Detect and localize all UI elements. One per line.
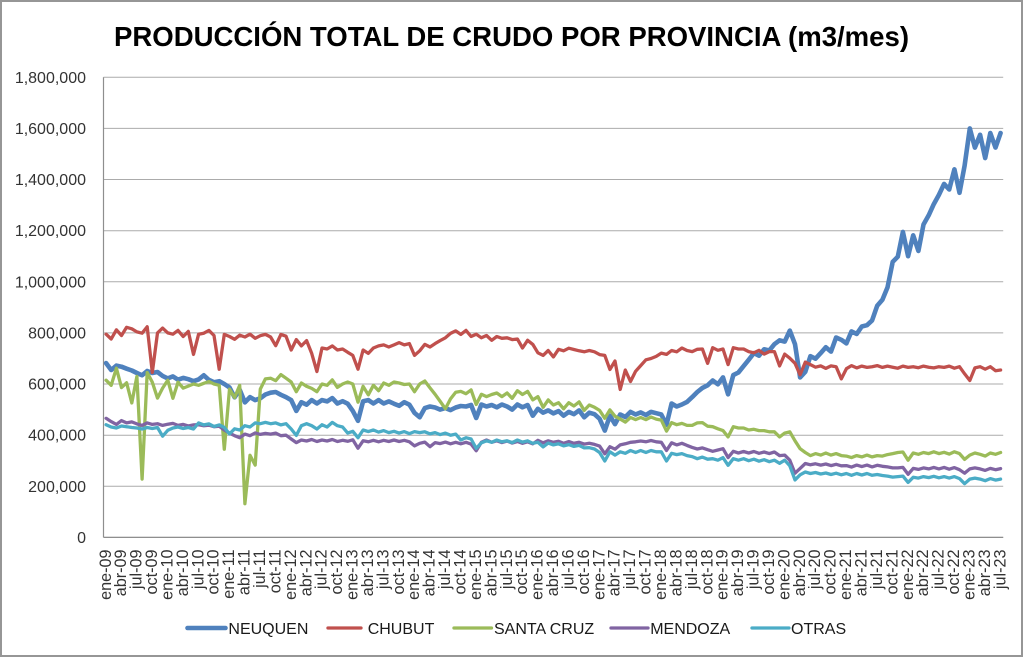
svg-text:abr-16: abr-16 bbox=[544, 550, 562, 597]
svg-text:oct-12: oct-12 bbox=[328, 550, 346, 595]
svg-text:MENDOZA: MENDOZA bbox=[650, 621, 730, 638]
svg-text:abr-18: abr-18 bbox=[667, 550, 685, 597]
svg-text:abr-10: abr-10 bbox=[174, 550, 192, 597]
svg-text:abr-11: abr-11 bbox=[236, 550, 254, 596]
svg-text:jul-11: jul-11 bbox=[251, 550, 269, 589]
svg-text:600,000: 600,000 bbox=[28, 377, 86, 394]
svg-text:ene-10: ene-10 bbox=[159, 550, 177, 600]
svg-text:jul-14: jul-14 bbox=[436, 550, 454, 591]
svg-text:oct-14: oct-14 bbox=[452, 550, 470, 595]
svg-text:jul-19: jul-19 bbox=[745, 550, 763, 591]
svg-text:abr-12: abr-12 bbox=[297, 550, 315, 597]
svg-text:jul-16: jul-16 bbox=[560, 550, 578, 591]
svg-text:200,000: 200,000 bbox=[28, 479, 86, 496]
svg-text:1,000,000: 1,000,000 bbox=[15, 274, 86, 291]
svg-text:oct-15: oct-15 bbox=[513, 550, 531, 595]
svg-text:abr-09: abr-09 bbox=[112, 550, 130, 597]
svg-text:abr-20: abr-20 bbox=[791, 550, 809, 597]
svg-text:ene-13: ene-13 bbox=[344, 550, 362, 600]
svg-text:jul-12: jul-12 bbox=[313, 550, 331, 591]
svg-text:jul-09: jul-09 bbox=[128, 550, 146, 591]
svg-text:jul-23: jul-23 bbox=[991, 550, 1009, 591]
svg-text:oct-19: oct-19 bbox=[760, 550, 778, 595]
svg-text:ene-18: ene-18 bbox=[652, 550, 670, 600]
svg-text:ene-11: ene-11 bbox=[220, 550, 238, 599]
svg-text:ene-12: ene-12 bbox=[282, 550, 300, 600]
svg-text:abr-22: abr-22 bbox=[914, 550, 932, 597]
svg-text:abr-14: abr-14 bbox=[421, 550, 439, 597]
svg-text:oct-09: oct-09 bbox=[143, 550, 161, 595]
svg-text:ene-22: ene-22 bbox=[899, 550, 917, 600]
svg-text:1,400,000: 1,400,000 bbox=[15, 172, 86, 189]
svg-text:ene-17: ene-17 bbox=[590, 550, 608, 600]
svg-text:ene-16: ene-16 bbox=[529, 550, 547, 600]
svg-text:ene-09: ene-09 bbox=[97, 550, 115, 600]
svg-text:jul-18: jul-18 bbox=[683, 550, 701, 591]
svg-text:1,200,000: 1,200,000 bbox=[15, 223, 86, 240]
svg-text:ene-14: ene-14 bbox=[405, 550, 423, 600]
svg-text:oct-21: oct-21 bbox=[883, 550, 901, 595]
svg-text:ene-19: ene-19 bbox=[714, 550, 732, 600]
svg-text:oct-10: oct-10 bbox=[205, 550, 223, 595]
svg-text:1,800,000: 1,800,000 bbox=[15, 70, 86, 87]
svg-text:oct-16: oct-16 bbox=[575, 550, 593, 595]
svg-text:NEUQUEN: NEUQUEN bbox=[228, 621, 308, 638]
svg-text:abr-21: abr-21 bbox=[853, 550, 871, 597]
svg-text:jul-20: jul-20 bbox=[806, 550, 824, 591]
svg-text:ene-23: ene-23 bbox=[961, 550, 979, 600]
svg-text:jul-17: jul-17 bbox=[621, 550, 639, 591]
svg-text:ene-20: ene-20 bbox=[775, 550, 793, 600]
svg-text:abr-13: abr-13 bbox=[359, 550, 377, 597]
svg-text:CHUBUT: CHUBUT bbox=[368, 621, 435, 638]
svg-text:jul-13: jul-13 bbox=[374, 550, 392, 591]
svg-text:OTRAS: OTRAS bbox=[791, 621, 846, 638]
svg-text:PRODUCCIÓN TOTAL DE CRUDO POR: PRODUCCIÓN TOTAL DE CRUDO POR PROVINCIA … bbox=[114, 21, 909, 52]
svg-text:abr-19: abr-19 bbox=[729, 550, 747, 597]
svg-text:SANTA CRUZ: SANTA CRUZ bbox=[494, 621, 594, 638]
svg-text:jul-15: jul-15 bbox=[498, 550, 516, 591]
svg-text:oct-22: oct-22 bbox=[945, 550, 963, 595]
svg-text:abr-15: abr-15 bbox=[482, 550, 500, 597]
svg-text:800,000: 800,000 bbox=[28, 325, 86, 342]
svg-text:abr-17: abr-17 bbox=[606, 550, 624, 597]
svg-text:0: 0 bbox=[77, 530, 86, 547]
svg-text:ene-15: ene-15 bbox=[467, 550, 485, 600]
svg-text:jul-10: jul-10 bbox=[189, 550, 207, 591]
svg-text:oct-20: oct-20 bbox=[822, 550, 840, 595]
svg-text:oct-13: oct-13 bbox=[390, 550, 408, 595]
svg-text:oct-18: oct-18 bbox=[698, 550, 716, 595]
svg-text:jul-22: jul-22 bbox=[930, 550, 948, 591]
svg-text:1,600,000: 1,600,000 bbox=[15, 121, 86, 138]
svg-text:oct-17: oct-17 bbox=[637, 550, 655, 595]
svg-text:400,000: 400,000 bbox=[28, 428, 86, 445]
svg-text:jul-21: jul-21 bbox=[868, 550, 886, 591]
svg-text:ene-21: ene-21 bbox=[837, 550, 855, 600]
svg-text:oct-11: oct-11 bbox=[266, 550, 284, 594]
svg-text:abr-23: abr-23 bbox=[976, 550, 994, 597]
